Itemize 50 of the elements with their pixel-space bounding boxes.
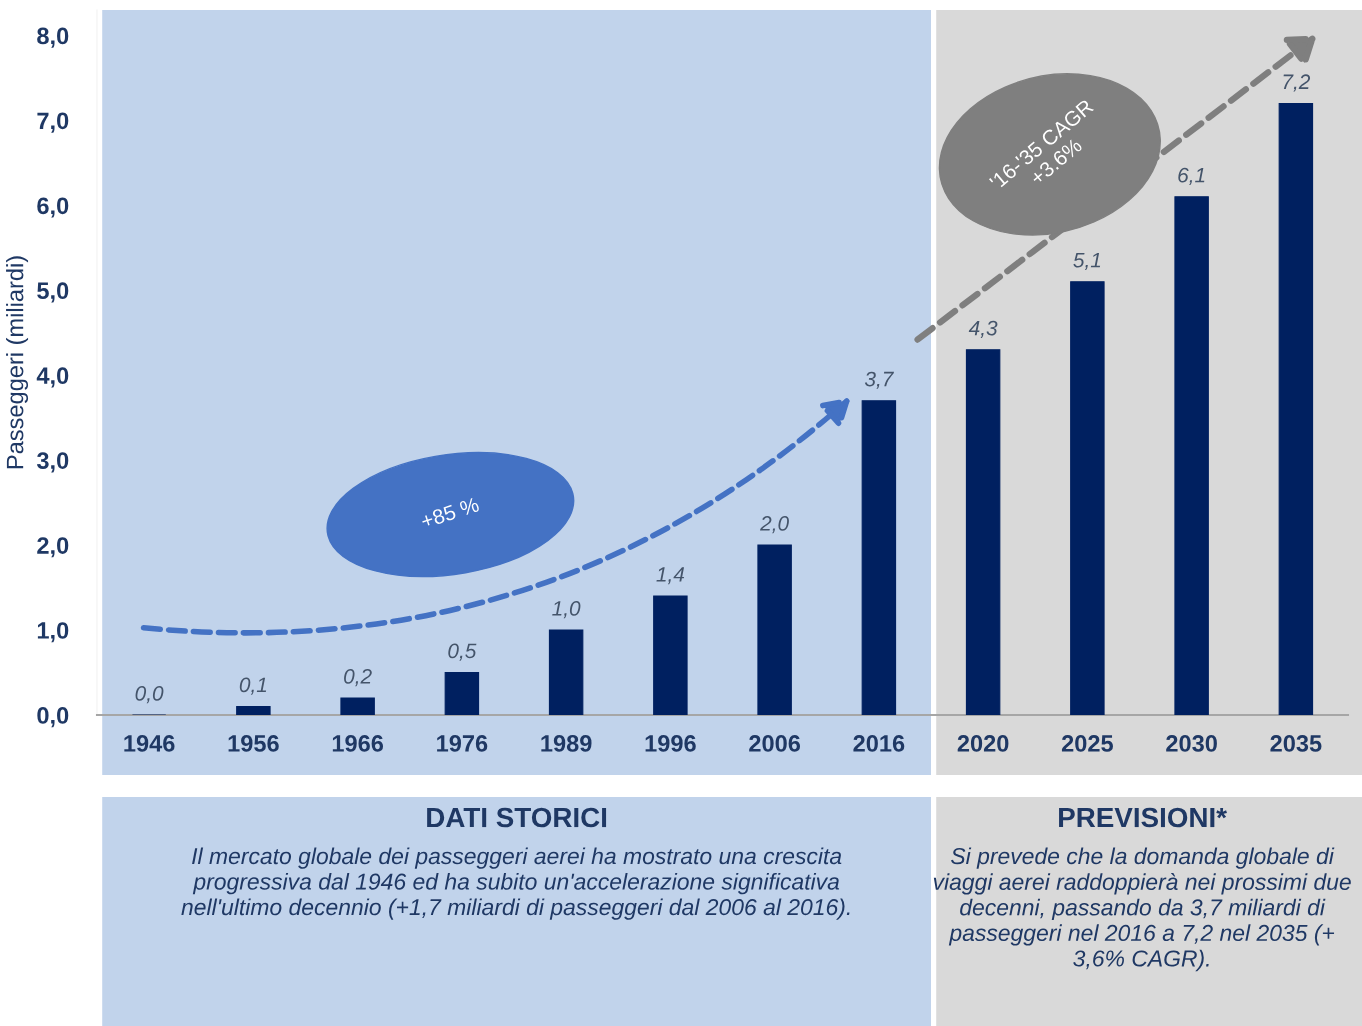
y-tick-label: 4,0: [36, 367, 69, 388]
data-label: 0,0: [135, 685, 164, 704]
data-label: 1,0: [552, 601, 581, 619]
data-label: 3,7: [864, 371, 894, 389]
x-tick-label: 2006: [749, 735, 801, 752]
x-tick-label: 1976: [437, 735, 488, 752]
bar: [1070, 281, 1105, 715]
bar: [965, 349, 1001, 715]
y-tick-label: 7,0: [37, 112, 69, 133]
bar: [444, 671, 480, 715]
x-tick-label: 1989: [541, 735, 592, 752]
x-tick-label: 2016: [853, 735, 905, 752]
bar: [757, 544, 792, 715]
text: Il mercato globale dei passeggeri aerei ha mostrato una crescita progressiva dal 1946 ed ha subito un'accelerazione significativa nell'ultimo decennio (+1,7 miliardi di passeggeri dal 2006 al 2016).: [181, 847, 850, 920]
data-label: 7,2: [1283, 74, 1311, 92]
data-label: 0,1: [239, 677, 267, 695]
x-tick-label: 2020: [957, 735, 1009, 752]
x-tick-label: 2035: [1270, 735, 1322, 752]
data-label: 1,4: [656, 567, 685, 585]
annotation: +85 %: [420, 496, 480, 529]
data-label: 4,3: [968, 320, 998, 338]
y-tick-label: 0,0: [37, 707, 69, 728]
x-tick-label: 1996: [645, 735, 696, 752]
y-tick-label: 6,0: [37, 197, 69, 218]
y-tick-label: 8,0: [37, 27, 69, 48]
x-tick-label: 2030: [1166, 735, 1217, 752]
x-tick-label: 1946: [124, 735, 175, 752]
y-tick-label: 5,0: [37, 282, 69, 303]
bar: [1174, 196, 1209, 715]
y-tick-label: 3,0: [36, 452, 69, 473]
bar: [236, 705, 271, 715]
x-tick-label: 1966: [332, 735, 384, 752]
band-label: PREVISIONI*: [1059, 807, 1227, 828]
x-tick-label: 1956: [228, 735, 279, 752]
y-axis-title: Passeggeri (miliardi): [6, 256, 29, 469]
data-label: 2,0: [760, 516, 789, 534]
bar: [653, 595, 688, 715]
bar: [861, 400, 897, 715]
bar: [548, 629, 584, 715]
bar: [340, 697, 375, 715]
y-tick-label: 1,0: [37, 622, 69, 643]
bar: [1278, 102, 1314, 715]
data-label: 5,1: [1073, 252, 1101, 270]
band-label: DATI STORICI: [427, 807, 607, 828]
data-label: 0,2: [344, 668, 372, 687]
text: Si prevede che la domanda globale di viaggi aerei raddoppierà nei prossimi due decenni, passando da 3,7 miliardi di passeggeri nel 2016 a 7,2 nel 2035 (+ 3,6% CAGR).: [933, 847, 1351, 972]
y-tick-label: 2,0: [37, 537, 69, 558]
x-tick-label: 2025: [1061, 735, 1113, 752]
data-label: 6,1: [1178, 167, 1205, 186]
data-label: 0,5: [448, 643, 477, 661]
